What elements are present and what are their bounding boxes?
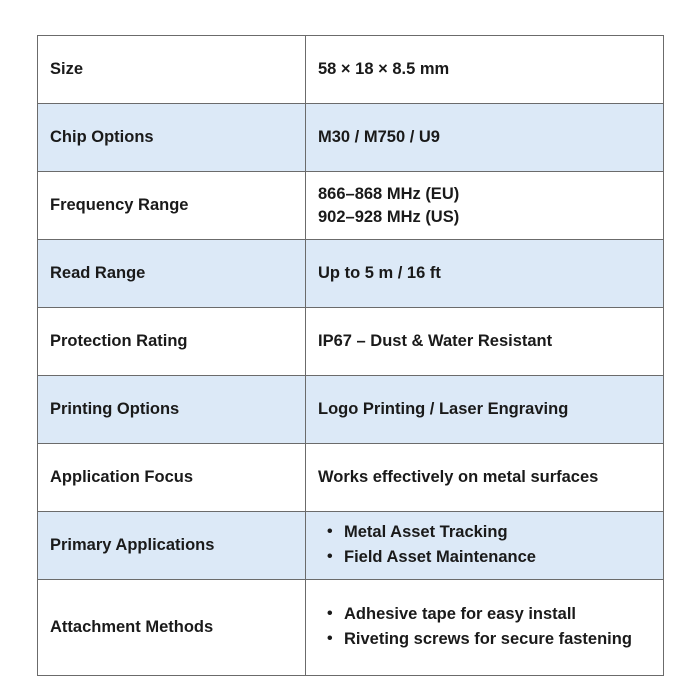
value-line: Works effectively on metal surfaces	[318, 468, 599, 487]
table-row: Read Range Up to 5 m / 16 ft	[37, 239, 664, 308]
bullet-icon: •	[327, 605, 333, 623]
bullet-icon: •	[327, 523, 333, 541]
spec-value-attachment-methods: • Adhesive tape for easy install • Rivetin…	[305, 579, 664, 676]
bullet-icon: •	[327, 629, 333, 647]
bullet-icon: •	[327, 547, 333, 565]
value-line-group: IP67 – Dust & Water Resistant	[318, 330, 651, 353]
value-line-group: M30 / M750 / U9	[318, 126, 651, 149]
bullet-list: • Metal Asset Tracking • Field Asset Maint…	[318, 521, 651, 569]
spec-value-chip-options: M30 / M750 / U9	[305, 103, 664, 172]
table-row: Primary Applications • Metal Asset Tracki…	[37, 511, 664, 580]
spec-label-printing-options: Printing Options	[37, 375, 306, 444]
list-item-label: Field Asset Maintenance	[344, 547, 536, 566]
spec-value-application-focus: Works effectively on metal surfaces	[305, 443, 664, 512]
list-item: • Adhesive tape for easy install	[327, 603, 651, 626]
table-row: Size 58 × 18 × 8.5 mm	[37, 35, 664, 104]
value-line: Up to 5 m / 16 ft	[318, 264, 441, 283]
table-row: Application Focus Works effectively on m…	[37, 443, 664, 512]
table-row: Attachment Methods • Adhesive tape for ea…	[37, 579, 664, 676]
list-item-label: Adhesive tape for easy install	[344, 605, 577, 624]
spec-label-chip-options: Chip Options	[37, 103, 306, 172]
spec-value-read-range: Up to 5 m / 16 ft	[305, 239, 664, 308]
value-line: 902–928 MHz (US)	[318, 207, 460, 226]
spec-value-frequency-range: 866–868 MHz (EU) 902–928 MHz (US)	[305, 171, 664, 240]
list-item: • Riveting screws for secure fastening	[327, 628, 651, 651]
list-item-label: Metal Asset Tracking	[344, 523, 508, 542]
spec-label-primary-applications: Primary Applications	[37, 511, 306, 580]
value-line: Logo Printing / Laser Engraving	[318, 400, 569, 419]
spec-label-attachment-methods: Attachment Methods	[37, 579, 306, 676]
spec-value-protection-rating: IP67 – Dust & Water Resistant	[305, 307, 664, 376]
spec-value-size: 58 × 18 × 8.5 mm	[305, 35, 664, 104]
spec-label-protection-rating: Protection Rating	[37, 307, 306, 376]
table-row: Protection Rating IP67 – Dust & Water Re…	[37, 307, 664, 376]
bullet-list: • Adhesive tape for easy install • Rivetin…	[318, 603, 651, 651]
spec-value-printing-options: Logo Printing / Laser Engraving	[305, 375, 664, 444]
spec-label-application-focus: Application Focus	[37, 443, 306, 512]
value-line-group: Logo Printing / Laser Engraving	[318, 398, 651, 421]
table-row: Frequency Range 866–868 MHz (EU) 902–928…	[37, 171, 664, 240]
specification-table-body: Size 58 × 18 × 8.5 mm Chip Options M30 /…	[37, 35, 664, 676]
spec-label-frequency-range: Frequency Range	[37, 171, 306, 240]
table-row: Chip Options M30 / M750 / U9	[37, 103, 664, 172]
value-line-group: 866–868 MHz (EU) 902–928 MHz (US)	[318, 183, 651, 229]
value-line: IP67 – Dust & Water Resistant	[318, 332, 553, 351]
list-item: • Field Asset Maintenance	[327, 546, 651, 569]
list-item-label: Riveting screws for secure fastening	[344, 629, 632, 648]
value-line-group: Works effectively on metal surfaces	[318, 466, 651, 489]
value-line: 58 × 18 × 8.5 mm	[318, 60, 450, 79]
specification-sheet: Size 58 × 18 × 8.5 mm Chip Options M30 /…	[37, 35, 664, 676]
list-item: • Metal Asset Tracking	[327, 521, 651, 544]
specification-table: Size 58 × 18 × 8.5 mm Chip Options M30 /…	[37, 35, 664, 676]
value-line-group: 58 × 18 × 8.5 mm	[318, 58, 651, 81]
value-line-group: Up to 5 m / 16 ft	[318, 262, 651, 285]
table-row: Printing Options Logo Printing / Laser E…	[37, 375, 664, 444]
spec-label-read-range: Read Range	[37, 239, 306, 308]
value-line: M30 / M750 / U9	[318, 128, 440, 147]
value-line: 866–868 MHz (EU)	[318, 184, 460, 203]
spec-label-size: Size	[37, 35, 306, 104]
spec-value-primary-applications: • Metal Asset Tracking • Field Asset Maint…	[305, 511, 664, 580]
